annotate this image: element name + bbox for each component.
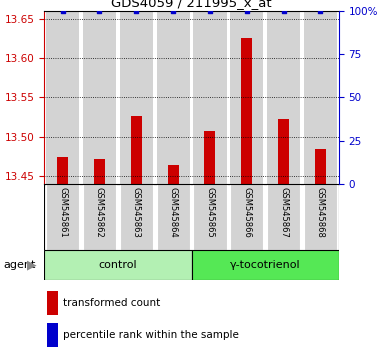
Bar — [157, 184, 190, 250]
Text: GSM545861: GSM545861 — [58, 187, 67, 238]
Bar — [47, 323, 57, 347]
Text: transformed count: transformed count — [64, 298, 161, 308]
Text: GSM545867: GSM545867 — [279, 187, 288, 238]
Text: agent: agent — [4, 259, 36, 270]
Text: percentile rank within the sample: percentile rank within the sample — [64, 330, 239, 340]
Bar — [315, 149, 326, 184]
Bar — [267, 184, 300, 250]
Bar — [167, 165, 179, 184]
Text: GSM545862: GSM545862 — [95, 187, 104, 238]
Text: GSM545865: GSM545865 — [206, 187, 214, 238]
Point — [317, 8, 323, 13]
Bar — [192, 250, 339, 280]
Bar — [47, 291, 57, 315]
Bar — [83, 11, 116, 184]
Bar — [193, 184, 226, 250]
Bar — [120, 184, 153, 250]
Text: GSM545864: GSM545864 — [169, 187, 177, 238]
Point — [281, 8, 287, 13]
Bar — [241, 38, 252, 184]
Bar — [57, 157, 68, 184]
Point — [60, 8, 66, 13]
Text: GSM545868: GSM545868 — [316, 187, 325, 238]
Title: GDS4059 / 211995_x_at: GDS4059 / 211995_x_at — [111, 0, 272, 10]
Point — [244, 8, 250, 13]
Bar — [46, 11, 79, 184]
Text: γ-tocotrienol: γ-tocotrienol — [230, 259, 300, 270]
Text: GSM545863: GSM545863 — [132, 187, 141, 238]
Bar — [94, 159, 105, 184]
Bar — [193, 11, 226, 184]
Point — [133, 8, 139, 13]
Point — [96, 8, 102, 13]
Bar — [278, 119, 289, 184]
Bar — [230, 11, 263, 184]
Bar — [304, 11, 337, 184]
Point — [170, 8, 176, 13]
Text: ▶: ▶ — [27, 258, 37, 271]
Text: control: control — [99, 259, 137, 270]
Bar — [44, 250, 192, 280]
Bar — [304, 184, 337, 250]
Bar — [157, 11, 190, 184]
Bar — [131, 116, 142, 184]
Bar — [83, 184, 116, 250]
Bar — [46, 184, 79, 250]
Bar — [120, 11, 153, 184]
Bar — [267, 11, 300, 184]
Point — [207, 8, 213, 13]
Bar — [204, 131, 216, 184]
Text: GSM545866: GSM545866 — [242, 187, 251, 238]
Bar — [230, 184, 263, 250]
